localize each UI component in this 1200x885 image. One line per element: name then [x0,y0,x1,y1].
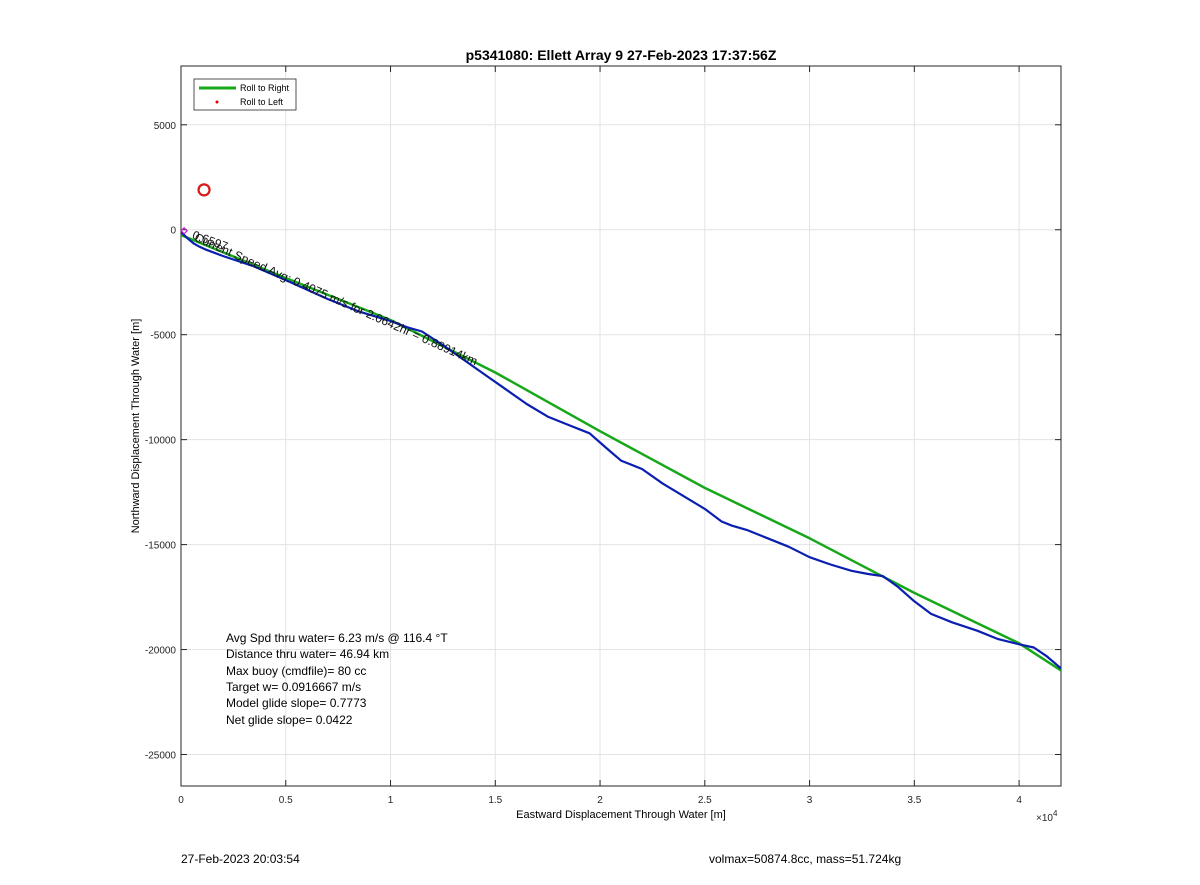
stat-net-glide-slope: Net glide slope= 0.0422 [226,713,353,727]
footer-volmax-mass: volmax=50874.8cc, mass=51.724kg [709,852,902,866]
stat-model-glide-slope: Model glide slope= 0.7773 [226,696,367,710]
grid-lines [180,66,1061,786]
x-tick-label: 0 [178,795,184,806]
footer-timestamp: 27-Feb-2023 20:03:54 [181,852,300,866]
axes: 0 0.5 1 1.5 2 2.5 3 3.5 4 5000 0 -5000 -10000 -15000 -… [145,66,1061,806]
legend-dot-roll-left [215,100,219,104]
x-tick-label: 2 [597,795,603,806]
stat-distance: Distance thru water= 46.94 km [226,647,389,661]
legend-box [193,78,297,111]
x-tick-label: 2.5 [698,795,712,806]
chart-title: p5341080: Ellett Array 9 27-Feb-2023 17:… [466,47,777,63]
x-axis-exponent: ×104 [1036,809,1058,824]
x-tick-label: 0.5 [279,795,293,806]
series-layer [181,231,1061,672]
y-tick-label: -25000 [145,751,177,762]
x-tick-label: 1 [388,795,394,806]
stat-max-buoy: Max buoy (cmdfile)= 80 cc [226,664,366,678]
y-tick-label: 5000 [154,121,177,132]
y-tick-label: -20000 [145,646,177,657]
marker-circle [197,183,211,197]
y-axis-label: Northward Displacement Through Water [m] [130,319,142,534]
x-tick-label: 4 [1016,795,1022,806]
plot-area-frame [180,65,1062,787]
x-tick-label: 3.5 [907,795,921,806]
y-tick-label: 0 [170,226,176,237]
series-line-track [181,231,1061,670]
series-line-roll-right [181,233,1061,672]
stat-avg-speed: Avg Spd thru water= 6.23 m/s @ 116.4 °T [226,631,448,645]
y-tick-label: -10000 [145,436,177,447]
marker-diamond [180,226,188,235]
x-axis-exponent-base: ×10 [1036,813,1053,824]
legend-label-roll-right: Roll to Right [240,83,290,93]
legend-label-roll-left: Roll to Left [240,97,284,107]
stat-target-w: Target w= 0.0916667 m/s [226,680,361,694]
x-tick-label: 3 [807,795,813,806]
legend: Roll to Right Roll to Left [193,78,297,111]
y-tick-label: -15000 [145,541,177,552]
annotation-text: Current Speed Avg: 0.4075 m/s for 2.0642… [192,230,479,368]
x-axis-label: Eastward Displacement Through Water [m] [516,809,726,821]
x-axis-exponent-power: 4 [1053,809,1058,818]
x-tick-label: 1.5 [488,795,502,806]
y-tick-label: -5000 [150,331,176,342]
annotation-layer: Current Speed Avg: 0.4075 m/s for 2.0642… [190,228,479,369]
stats-block: Avg Spd thru water= 6.23 m/s @ 116.4 °T … [226,631,448,727]
marker-layer [180,183,211,235]
